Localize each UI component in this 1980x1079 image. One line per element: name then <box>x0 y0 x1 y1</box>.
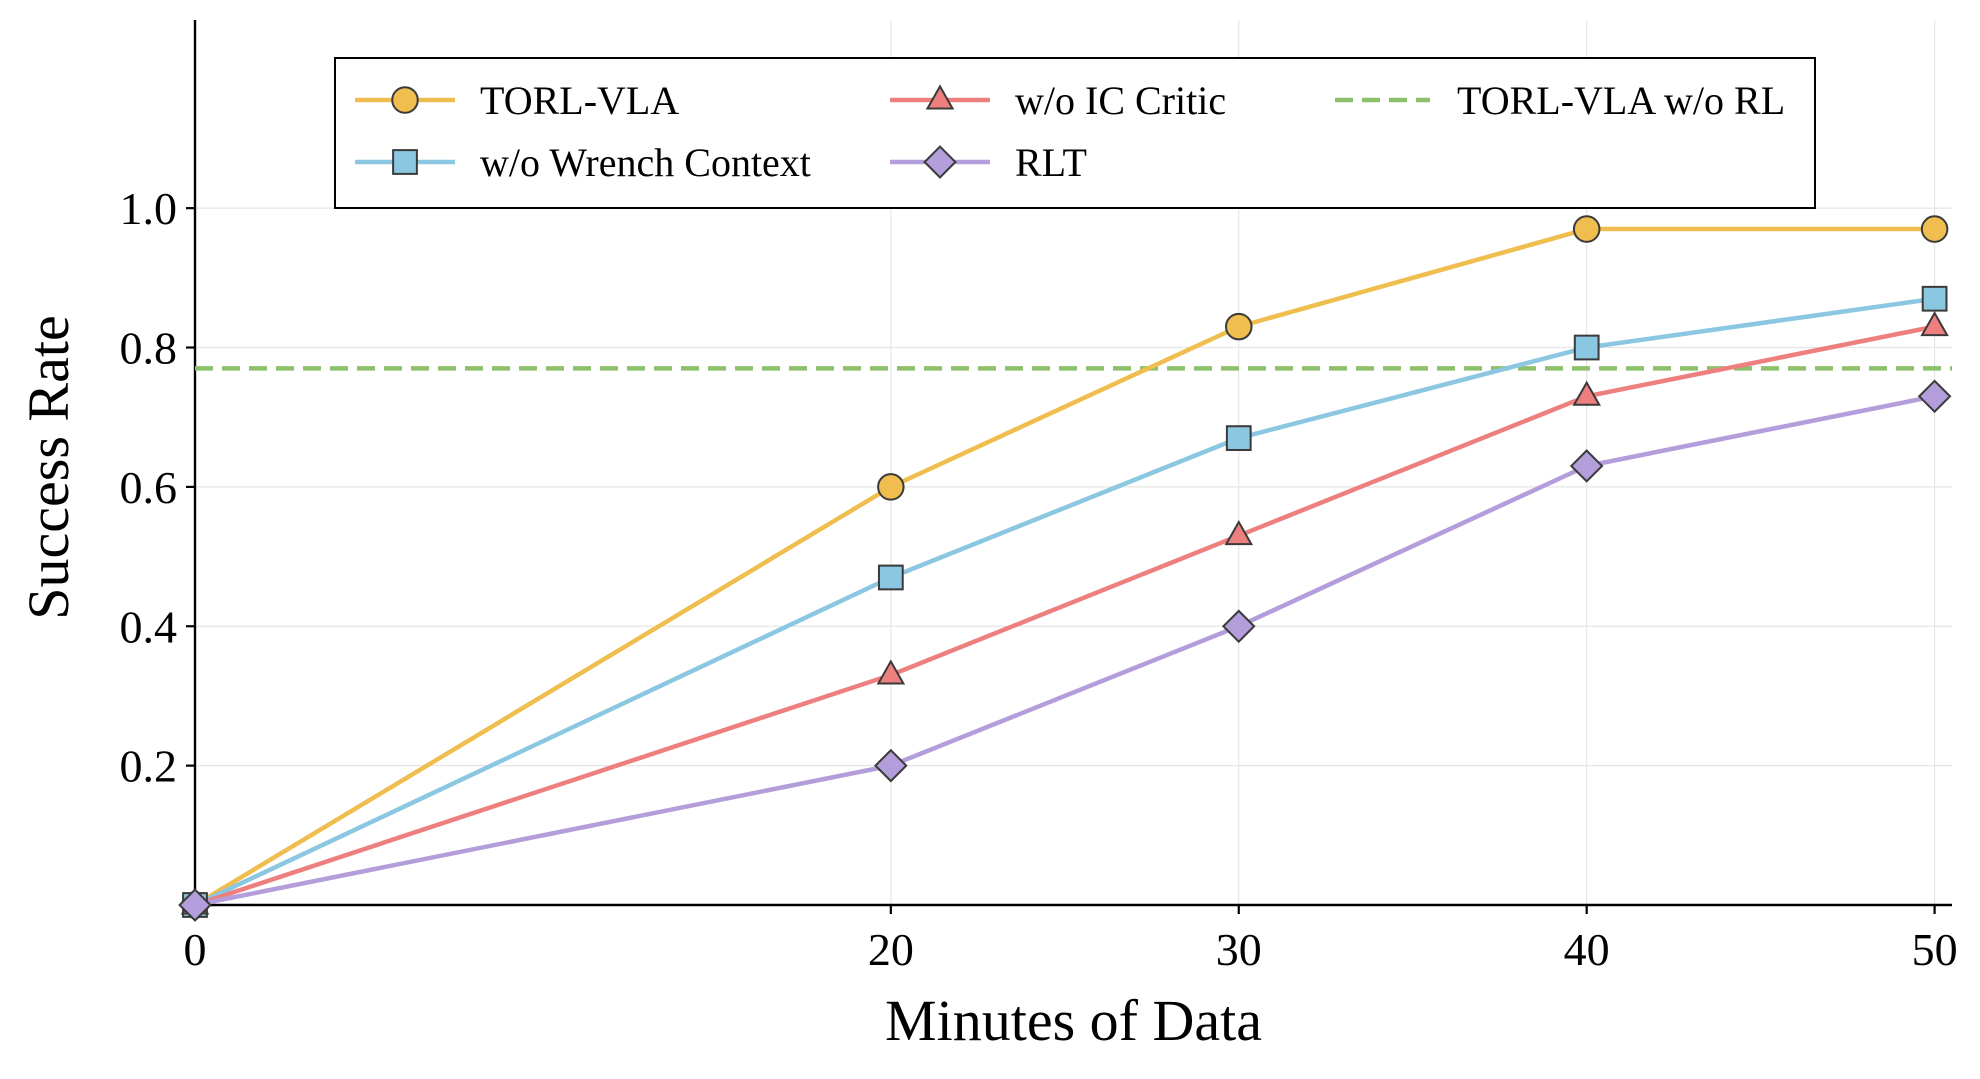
legend-label: RLT <box>1015 140 1087 185</box>
y-tick-label: 0.4 <box>120 601 178 652</box>
tick-labels: 0 20 30 40 50 0.2 0.4 0.6 0.8 1.0 <box>120 183 1958 975</box>
data-point-circle <box>1572 215 1601 243</box>
x-tick-label: 20 <box>868 924 914 975</box>
data-point-diamond <box>874 748 908 783</box>
legend-label: w/o Wrench Context <box>480 140 811 185</box>
legend-label: TORL-VLA w/o RL <box>1457 78 1785 123</box>
series-line <box>193 226 1935 907</box>
data-point-triangle <box>876 659 906 685</box>
legend-marker-triangle <box>925 84 955 110</box>
legend-item: TORL-VLA w/o RL <box>1335 78 1785 123</box>
legend-label: w/o IC Critic <box>1015 78 1226 123</box>
series-lines <box>193 226 1952 908</box>
data-point-diamond <box>1917 379 1952 414</box>
data-point-circle <box>877 473 905 501</box>
data-point-square <box>877 564 904 591</box>
y-axis-title: Success Rate <box>16 315 81 619</box>
y-tick-label: 0.2 <box>120 741 178 792</box>
data-point-square <box>1225 425 1252 451</box>
data-point-circle <box>1920 215 1949 243</box>
legend-item: w/o Wrench Context <box>355 140 811 185</box>
y-tick-label: 1.0 <box>120 183 178 234</box>
x-tick-label: 40 <box>1564 924 1610 975</box>
x-tick-label: 0 <box>184 924 207 975</box>
legend-item: RLT <box>890 140 1087 185</box>
data-point-diamond <box>1221 609 1256 644</box>
legend-label: TORL-VLA <box>480 78 679 123</box>
x-tick-label: 50 <box>1912 924 1958 975</box>
legend-marker-diamond <box>923 145 957 179</box>
data-point-diamond <box>178 888 212 922</box>
legend: TORL-VLA w/o Wrench Context w/o IC Critic R… <box>334 57 1816 209</box>
data-point-diamond <box>1569 449 1604 483</box>
series-line <box>194 324 1936 908</box>
data-point-circle <box>1225 312 1253 341</box>
x-tick-label: 30 <box>1216 924 1262 975</box>
legend-box <box>334 57 1816 209</box>
data-point-triangle <box>1572 380 1601 406</box>
series-line <box>194 296 1935 908</box>
series-line <box>194 394 1936 908</box>
series-markers <box>178 215 1952 922</box>
data-point-triangle <box>1224 520 1254 546</box>
y-tick-label: 0.6 <box>120 462 178 513</box>
data-point-square <box>1573 334 1600 361</box>
legend-item: TORL-VLA <box>355 78 679 123</box>
y-tick-label: 0.8 <box>120 323 178 374</box>
x-axis-title: Minutes of Data <box>885 988 1262 1053</box>
legend-item: w/o IC Critic <box>890 78 1226 123</box>
data-point-square <box>1921 285 1948 312</box>
data-point-triangle <box>1920 310 1949 337</box>
legend-marker-circle <box>391 86 419 114</box>
legend-marker-square <box>392 149 418 175</box>
